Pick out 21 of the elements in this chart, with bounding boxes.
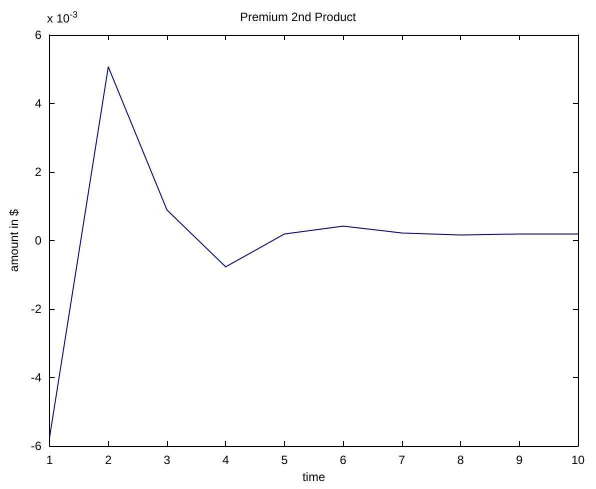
x-tick-label: 4 (222, 453, 230, 467)
y-tick-label: -6 (30, 439, 42, 453)
chart-title: Premium 2nd Product (240, 10, 357, 24)
y-tick-label: 0 (34, 234, 42, 248)
x-axis-title: time (302, 470, 326, 484)
x-tick-label: 9 (516, 453, 523, 467)
y-tick-label: 4 (34, 96, 42, 110)
x-tick-label: 2 (104, 453, 112, 467)
y-tick-label: 6 (34, 28, 42, 42)
x-tick-label: 6 (340, 453, 347, 467)
y-axis-title: amount in $ (7, 208, 21, 272)
x-tick-label: 10 (571, 453, 585, 467)
x-tick-label: 1 (46, 453, 54, 467)
x-tick-label: 7 (398, 453, 406, 467)
line-series (49, 66, 578, 438)
y-tick-label: -4 (30, 370, 42, 384)
x-tick-label: 3 (164, 453, 171, 467)
x-tick-label: 5 (281, 453, 288, 467)
x-tick-label: 8 (457, 453, 464, 467)
y-tick-label: -2 (30, 302, 42, 316)
y-tick-label: 2 (34, 165, 42, 179)
